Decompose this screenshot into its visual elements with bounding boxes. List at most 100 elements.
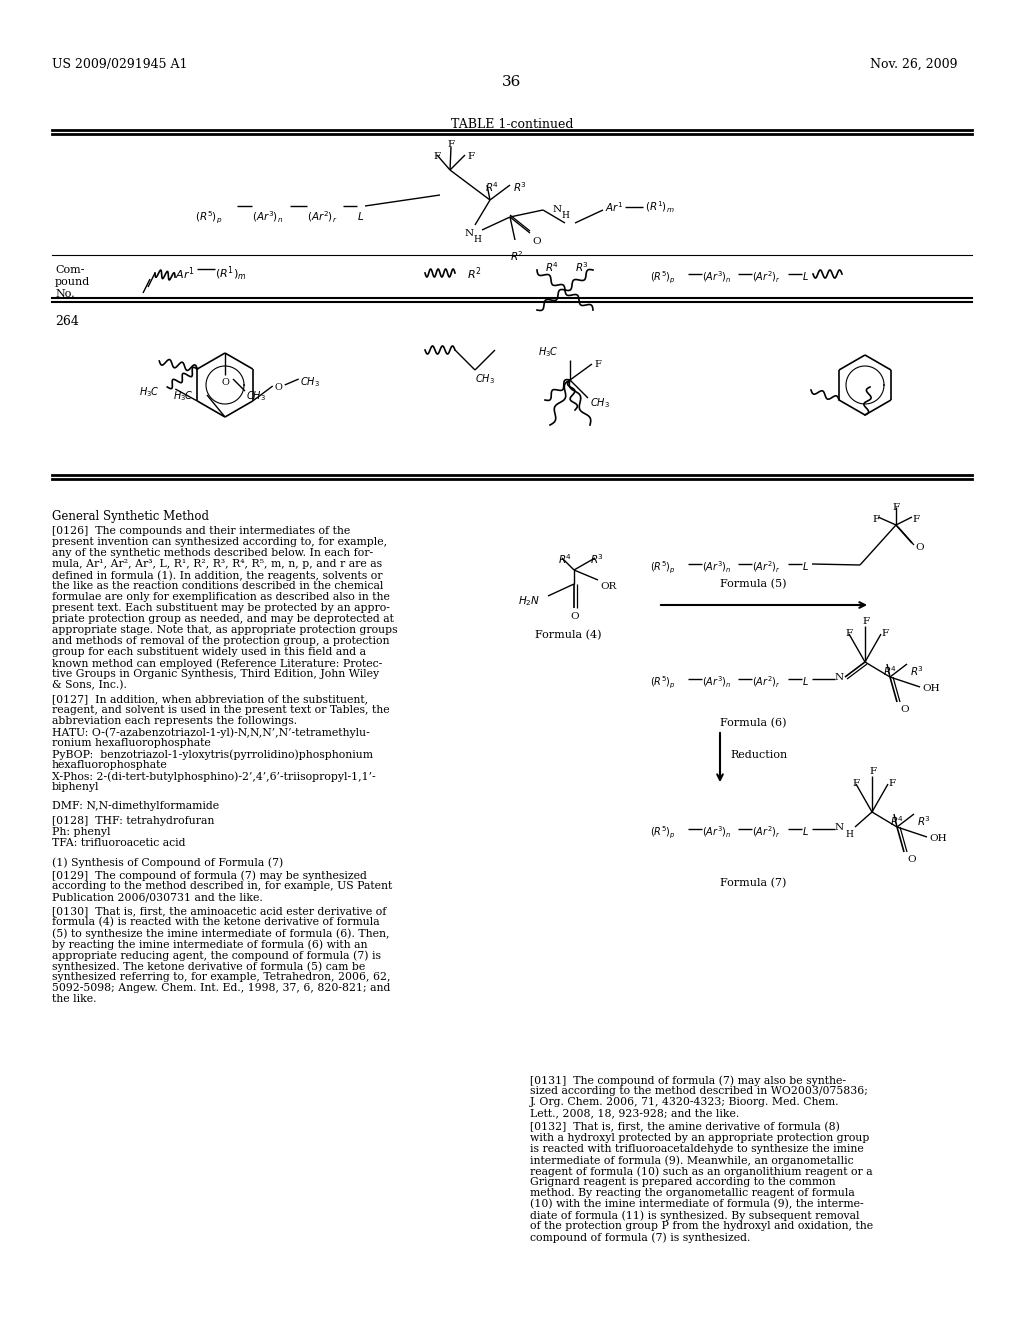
Text: [0127]  In addition, when abbreviation of the substituent,: [0127] In addition, when abbreviation of… xyxy=(52,694,368,704)
Text: N: N xyxy=(465,228,474,238)
Text: $L$: $L$ xyxy=(357,210,365,222)
Text: Formula (6): Formula (6) xyxy=(720,718,786,729)
Text: Formula (7): Formula (7) xyxy=(720,878,786,888)
Text: method. By reacting the organometallic reagent of formula: method. By reacting the organometallic r… xyxy=(530,1188,855,1199)
Text: with a hydroxyl protected by an appropriate protection group: with a hydroxyl protected by an appropri… xyxy=(530,1133,869,1143)
Text: OH: OH xyxy=(922,684,940,693)
Text: synthesized. The ketone derivative of formula (5) cam be: synthesized. The ketone derivative of fo… xyxy=(52,961,366,972)
Text: TABLE 1-continued: TABLE 1-continued xyxy=(451,117,573,131)
Text: by reacting the imine intermediate of formula (6) with an: by reacting the imine intermediate of fo… xyxy=(52,939,368,949)
Text: any of the synthetic methods described below. In each for-: any of the synthetic methods described b… xyxy=(52,548,373,558)
Text: PyBOP:  benzotriazol-1-yloxytris(pyrrolidino)phosphonium: PyBOP: benzotriazol-1-yloxytris(pyrrolid… xyxy=(52,748,373,759)
Text: $Ar^1$: $Ar^1$ xyxy=(175,265,195,281)
Text: of the protection group P from the hydroxyl and oxidation, the: of the protection group P from the hydro… xyxy=(530,1221,873,1232)
Text: No.: No. xyxy=(55,289,75,300)
Text: Formula (5): Formula (5) xyxy=(720,579,786,589)
Text: Grignard reagent is prepared according to the common: Grignard reagent is prepared according t… xyxy=(530,1177,836,1187)
Text: appropriate stage. Note that, as appropriate protection groups: appropriate stage. Note that, as appropr… xyxy=(52,624,397,635)
Text: 264: 264 xyxy=(55,315,79,327)
Text: ronium hexafluorophosphate: ronium hexafluorophosphate xyxy=(52,738,211,748)
Text: $(R^1)_m$: $(R^1)_m$ xyxy=(215,265,247,284)
Text: X-Phos: 2-(di-tert-butylphosphino)-2’,4’,6’-triisopropyl-1,1’-: X-Phos: 2-(di-tert-butylphosphino)-2’,4’… xyxy=(52,771,376,781)
Text: F: F xyxy=(447,140,454,149)
Text: $L$: $L$ xyxy=(802,271,809,282)
Text: F: F xyxy=(881,630,888,638)
Text: [0130]  That is, first, the aminoacetic acid ester derivative of: [0130] That is, first, the aminoacetic a… xyxy=(52,906,386,916)
Text: formula (4) is reacted with the ketone derivative of formula: formula (4) is reacted with the ketone d… xyxy=(52,917,380,928)
Text: $(Ar^3)_n$: $(Ar^3)_n$ xyxy=(702,271,731,285)
Text: F: F xyxy=(872,515,880,524)
Text: O: O xyxy=(900,705,908,714)
Text: present text. Each substituent may be protected by an appro-: present text. Each substituent may be pr… xyxy=(52,603,390,612)
Text: $H_3C$: $H_3C$ xyxy=(139,385,160,399)
Text: $H_2N$: $H_2N$ xyxy=(518,594,541,607)
Text: F: F xyxy=(912,515,920,524)
Text: synthesized referring to, for example, Tetrahedron, 2006, 62,: synthesized referring to, for example, T… xyxy=(52,972,390,982)
Text: is reacted with trifluoroacetaldehyde to synthesize the imine: is reacted with trifluoroacetaldehyde to… xyxy=(530,1144,864,1154)
Text: H: H xyxy=(473,235,481,244)
Text: TFA: trifluoroacetic acid: TFA: trifluoroacetic acid xyxy=(52,838,185,847)
Text: $(R^5)_p$: $(R^5)_p$ xyxy=(650,271,676,286)
Text: F: F xyxy=(862,616,869,626)
Text: O: O xyxy=(907,855,915,865)
Text: $H_3C$: $H_3C$ xyxy=(173,389,194,403)
Text: Ph: phenyl: Ph: phenyl xyxy=(52,828,111,837)
Text: hexafluorophosphate: hexafluorophosphate xyxy=(52,760,168,770)
Text: O: O xyxy=(570,612,579,620)
Text: $(Ar^2)_r$: $(Ar^2)_r$ xyxy=(307,210,338,226)
Text: intermediate of formula (9). Meanwhile, an organometallic: intermediate of formula (9). Meanwhile, … xyxy=(530,1155,854,1166)
Text: $R^3$: $R^3$ xyxy=(918,814,931,828)
Text: $CH_3$: $CH_3$ xyxy=(590,396,610,409)
Text: N: N xyxy=(835,822,844,832)
Text: Formula (4): Formula (4) xyxy=(535,630,601,640)
Text: $(Ar^3)_n$: $(Ar^3)_n$ xyxy=(702,675,731,690)
Text: $R^4$: $R^4$ xyxy=(883,664,897,677)
Text: F: F xyxy=(845,630,852,638)
Text: (5) to synthesize the imine intermediate of formula (6). Then,: (5) to synthesize the imine intermediate… xyxy=(52,928,389,939)
Text: F: F xyxy=(467,152,474,161)
Text: $(Ar^2)_r$: $(Ar^2)_r$ xyxy=(752,675,780,690)
Text: $(Ar^3)_n$: $(Ar^3)_n$ xyxy=(702,560,731,576)
Text: $CH_3$: $CH_3$ xyxy=(300,375,319,389)
Text: Com-: Com- xyxy=(55,265,85,275)
Text: $(Ar^2)_r$: $(Ar^2)_r$ xyxy=(752,825,780,841)
Text: O: O xyxy=(274,383,283,392)
Text: $R^3$: $R^3$ xyxy=(575,260,589,273)
Text: $R^2$: $R^2$ xyxy=(467,265,481,281)
Text: $(R^1)_m$: $(R^1)_m$ xyxy=(645,201,675,215)
Text: biphenyl: biphenyl xyxy=(52,781,99,792)
Text: $R^3$: $R^3$ xyxy=(590,552,604,566)
Text: $R^4$: $R^4$ xyxy=(545,260,559,273)
Text: sized according to the method described in WO2003/075836;: sized according to the method described … xyxy=(530,1086,868,1096)
Text: Reduction: Reduction xyxy=(730,750,787,760)
Text: OH: OH xyxy=(929,834,946,843)
Text: F: F xyxy=(869,767,877,776)
Text: diate of formula (11) is synthesized. By subsequent removal: diate of formula (11) is synthesized. By… xyxy=(530,1210,859,1221)
Text: OR: OR xyxy=(600,582,616,591)
Text: O: O xyxy=(222,378,229,387)
Text: $(R^5)_p$: $(R^5)_p$ xyxy=(195,210,222,226)
Text: priate protection group as needed, and may be deprotected at: priate protection group as needed, and m… xyxy=(52,614,394,624)
Text: US 2009/0291945 A1: US 2009/0291945 A1 xyxy=(52,58,187,71)
Text: known method can employed (Reference Literature: Protec-: known method can employed (Reference Lit… xyxy=(52,657,382,668)
Text: reagent, and solvent is used in the present text or Tables, the: reagent, and solvent is used in the pres… xyxy=(52,705,389,715)
Text: $R^4$: $R^4$ xyxy=(890,814,904,828)
Text: $(Ar^3)_n$: $(Ar^3)_n$ xyxy=(702,825,731,841)
Text: $(R^5)_p$: $(R^5)_p$ xyxy=(650,675,676,692)
Text: HATU: O-(7-azabenzotriazol-1-yl)-N,N,N’,N’-tetramethylu-: HATU: O-(7-azabenzotriazol-1-yl)-N,N,N’,… xyxy=(52,727,370,738)
Text: appropriate reducing agent, the compound of formula (7) is: appropriate reducing agent, the compound… xyxy=(52,950,381,961)
Text: $R^3$: $R^3$ xyxy=(910,664,924,677)
Text: DMF: N,N-dimethylformamide: DMF: N,N-dimethylformamide xyxy=(52,801,219,810)
Text: according to the method described in, for example, US Patent: according to the method described in, fo… xyxy=(52,880,392,891)
Text: $R^4$: $R^4$ xyxy=(485,180,499,194)
Text: compound of formula (7) is synthesized.: compound of formula (7) is synthesized. xyxy=(530,1232,751,1242)
Text: & Sons, Inc.).: & Sons, Inc.). xyxy=(52,680,127,690)
Text: abbreviation each represents the followings.: abbreviation each represents the followi… xyxy=(52,715,297,726)
Text: reagent of formula (10) such as an organolithium reagent or a: reagent of formula (10) such as an organ… xyxy=(530,1166,872,1176)
Text: mula, Ar¹, Ar², Ar³, L, R¹, R², R³, R⁴, R⁵, m, n, p, and r are as: mula, Ar¹, Ar², Ar³, L, R¹, R², R³, R⁴, … xyxy=(52,558,382,569)
Text: $L$: $L$ xyxy=(802,825,809,837)
Text: Nov. 26, 2009: Nov. 26, 2009 xyxy=(870,58,957,71)
Text: 36: 36 xyxy=(503,75,521,88)
Text: F: F xyxy=(892,503,899,512)
Text: $R^2$: $R^2$ xyxy=(510,249,524,263)
